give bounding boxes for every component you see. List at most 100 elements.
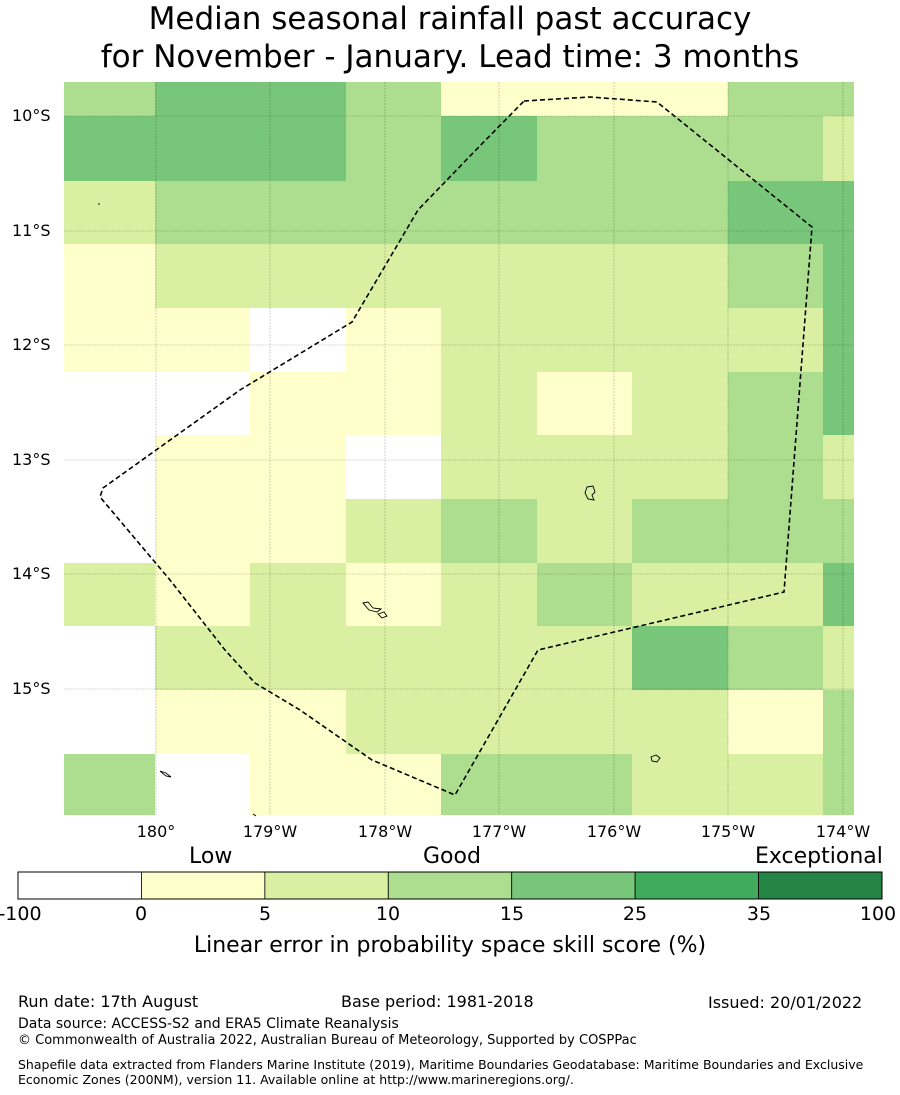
grid-cell — [250, 82, 346, 116]
grid-cell — [346, 372, 441, 435]
grid-cell — [823, 435, 854, 499]
grid-cell — [728, 499, 823, 563]
grid-cell — [537, 372, 632, 435]
grid-cell — [346, 690, 441, 754]
island-outline — [159, 770, 172, 778]
lon-label: 178°W — [357, 822, 413, 841]
grid-cell — [632, 82, 728, 116]
grid-cell — [250, 563, 346, 626]
map-gridlines — [64, 82, 854, 815]
grid-cell — [250, 754, 346, 815]
grid-cell — [64, 754, 155, 815]
grid-cell — [441, 754, 537, 815]
lat-label: 10°S — [12, 106, 51, 125]
grid-cell — [632, 690, 728, 754]
grid-cell — [346, 499, 441, 563]
grid-cell — [250, 116, 346, 181]
eez-boundary — [99, 96, 813, 797]
grid-cell — [728, 116, 823, 181]
colorbar-tick: -100 — [0, 903, 42, 925]
colorbar-tick: 10 — [375, 903, 401, 925]
grid-cell — [823, 372, 854, 435]
grid-cell — [250, 435, 346, 499]
grid-cell — [346, 754, 441, 815]
lat-label: 14°S — [12, 564, 51, 583]
grid-cell — [537, 435, 632, 499]
colorbar-frame — [17, 871, 883, 900]
grid-cell — [64, 626, 155, 690]
grid-cell — [632, 435, 728, 499]
grid-cell — [537, 499, 632, 563]
grid-cell — [346, 563, 441, 626]
colorbar-category-good: Good — [423, 844, 481, 869]
lat-label: 15°S — [12, 679, 51, 698]
grid-cell — [728, 181, 823, 244]
grid-cell — [155, 626, 250, 690]
colorbar-segment — [758, 871, 883, 900]
grid-cell — [823, 82, 854, 116]
grid-cell — [537, 754, 632, 815]
grid-cell — [64, 499, 155, 563]
grid-cell — [64, 435, 155, 499]
grid-cell — [155, 244, 250, 308]
grid-cell — [441, 308, 537, 372]
colorbar-category-low: Low — [189, 844, 233, 869]
lon-label: 180° — [136, 822, 176, 841]
grid-cell — [728, 82, 823, 116]
grid-cell — [823, 181, 854, 244]
grid-cell — [823, 690, 854, 754]
lon-label: 175°W — [700, 822, 756, 841]
grid-cell — [64, 82, 155, 116]
grid-cell — [537, 116, 632, 181]
coastlines — [98, 203, 661, 817]
grid-cell — [250, 499, 346, 563]
grid-cell — [155, 690, 250, 754]
grid-cell — [64, 563, 155, 626]
grid-cell — [537, 308, 632, 372]
grid-cell — [537, 244, 632, 308]
skill-grid-cells — [64, 82, 854, 815]
grid-cell — [632, 499, 728, 563]
colorbar-segment — [387, 871, 513, 900]
grid-cell — [64, 181, 155, 244]
shapefile-credit: Shapefile data extracted from Flanders M… — [18, 1057, 864, 1087]
chart-title: Median seasonal rainfall past accuracy f… — [0, 0, 900, 76]
grid-cell — [823, 116, 854, 181]
grid-cell — [537, 626, 632, 690]
grid-cell — [250, 244, 346, 308]
grid-cell — [728, 754, 823, 815]
grid-cell — [64, 244, 155, 308]
grid-cell — [441, 690, 537, 754]
lon-label: 174°W — [815, 822, 871, 841]
grid-cell — [155, 499, 250, 563]
grid-cell — [823, 626, 854, 690]
grid-cell — [537, 181, 632, 244]
colorbar-segment — [511, 871, 636, 900]
grid-cell — [346, 116, 441, 181]
grid-cell — [441, 82, 537, 116]
island-outline — [584, 485, 596, 501]
grid-cell — [346, 82, 441, 116]
run-date: Run date: 17th August — [18, 992, 199, 1011]
grid-cell — [823, 244, 854, 308]
island-outline — [377, 611, 388, 619]
grid-cell — [728, 626, 823, 690]
grid-cell — [155, 372, 250, 435]
colorbar — [17, 871, 883, 900]
grid-cell — [441, 372, 537, 435]
island-outline — [252, 813, 257, 817]
grid-cell — [346, 308, 441, 372]
grid-cell — [155, 563, 250, 626]
grid-cell — [346, 181, 441, 244]
colorbar-segment — [634, 871, 759, 900]
colorbar-category-exceptional: Exceptional — [755, 844, 883, 869]
grid-cell — [537, 563, 632, 626]
grid-cell — [64, 308, 155, 372]
grid-cell — [441, 626, 537, 690]
colorbar-tick: 0 — [134, 903, 148, 925]
lat-label: 11°S — [12, 221, 51, 240]
grid-cell — [250, 690, 346, 754]
grid-cell — [441, 563, 537, 626]
colorbar-tick: 25 — [622, 903, 648, 925]
grid-cell — [64, 690, 155, 754]
